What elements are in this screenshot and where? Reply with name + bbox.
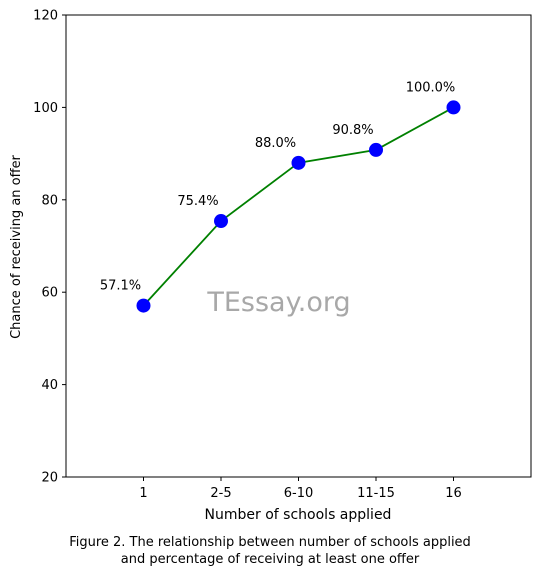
plot-area [65,14,532,478]
watermark: TEssay.org [206,287,350,318]
caption-line-2: and percentage of receiving at least one… [120,552,420,567]
data-point [291,155,306,170]
y-tick-label: 80 [41,193,58,208]
x-tick-label: 1 [139,486,147,501]
x-axis-label: Number of schools applied [205,507,392,523]
data-label: 57.1% [100,279,141,294]
caption-line-1: Figure 2. The relationship between numbe… [69,535,471,550]
y-tick-label: 20 [41,471,58,486]
data-label: 90.8% [332,123,373,138]
figure-caption: Figure 2. The relationship between numbe… [0,534,540,568]
data-point [214,214,228,229]
line-chart: 20 40 60 80 100 120 1 2-5 6-10 11-15 16 TEssay.or… [9,9,532,523]
y-axis: 20 40 60 80 100 120 [33,9,66,486]
data-label: 75.4% [177,194,218,209]
data-point [136,298,151,313]
x-tick-label: 2-5 [210,486,231,501]
y-tick-label: 40 [41,378,58,393]
data-labels: 57.1% 75.4% 88.0% 90.8% 100.0% [100,80,455,293]
x-axis: 1 2-5 6-10 11-15 16 [139,477,462,501]
data-label: 88.0% [255,136,296,151]
data-point [446,100,461,115]
x-tick-label: 11-15 [357,486,395,501]
data-label: 100.0% [406,80,456,95]
x-tick-label: 16 [445,486,462,501]
y-tick-label: 100 [33,101,58,116]
y-tick-label: 60 [41,286,58,301]
y-tick-label: 120 [33,9,58,24]
data-markers [136,100,461,313]
x-tick-label: 6-10 [284,486,314,501]
data-point [369,142,383,157]
y-axis-label: Chance of receiving an offer [9,154,24,338]
